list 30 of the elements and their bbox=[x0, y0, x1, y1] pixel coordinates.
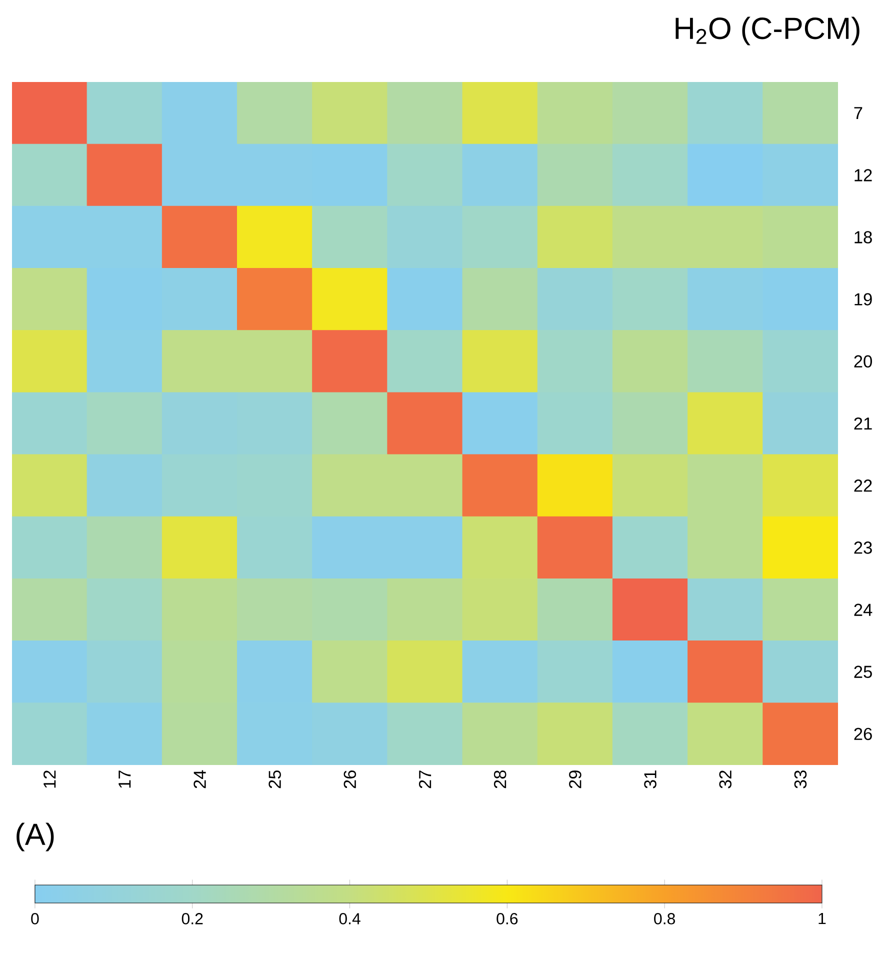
y-tick-label: 12 bbox=[854, 169, 872, 182]
x-tick-label: 31 bbox=[644, 770, 656, 788]
x-tick-label: 33 bbox=[794, 770, 807, 788]
x-tick-label: 28 bbox=[494, 770, 506, 788]
y-tick-label: 26 bbox=[854, 728, 872, 740]
x-tick-label: 26 bbox=[344, 770, 356, 788]
color-bar-label: 0.4 bbox=[339, 913, 360, 924]
x-tick-label: 29 bbox=[569, 770, 582, 788]
y-tick-label: 24 bbox=[854, 604, 872, 616]
x-tick-label: 32 bbox=[719, 770, 732, 788]
y-tick-label: 25 bbox=[854, 666, 872, 678]
color-bar-label: 0 bbox=[31, 913, 39, 924]
color-bar-label: 1 bbox=[818, 913, 826, 924]
color-bar-label: 0.8 bbox=[654, 913, 675, 924]
y-tick-label: 23 bbox=[854, 542, 872, 554]
chart-title: H$_{2}$O (C-PCM) bbox=[676, 16, 860, 46]
text: (A) bbox=[16, 822, 54, 852]
x-tick-label: 12 bbox=[43, 770, 56, 788]
x-tick-label: 27 bbox=[418, 770, 432, 788]
y-tick-label: 18 bbox=[854, 231, 872, 244]
x-tick-label: 25 bbox=[268, 770, 281, 788]
color-bar-label: 0.2 bbox=[182, 913, 203, 924]
y-tick-label: 7 bbox=[854, 107, 862, 120]
x-tick-label: 17 bbox=[118, 770, 131, 788]
x-tick-label: 24 bbox=[194, 770, 206, 788]
y-tick-label: 21 bbox=[854, 417, 872, 430]
color-bar-label: 0.6 bbox=[496, 913, 518, 924]
y-tick-label: 19 bbox=[854, 293, 872, 306]
y-tick-label: 20 bbox=[854, 355, 872, 368]
y-tick-label: 22 bbox=[854, 480, 872, 492]
